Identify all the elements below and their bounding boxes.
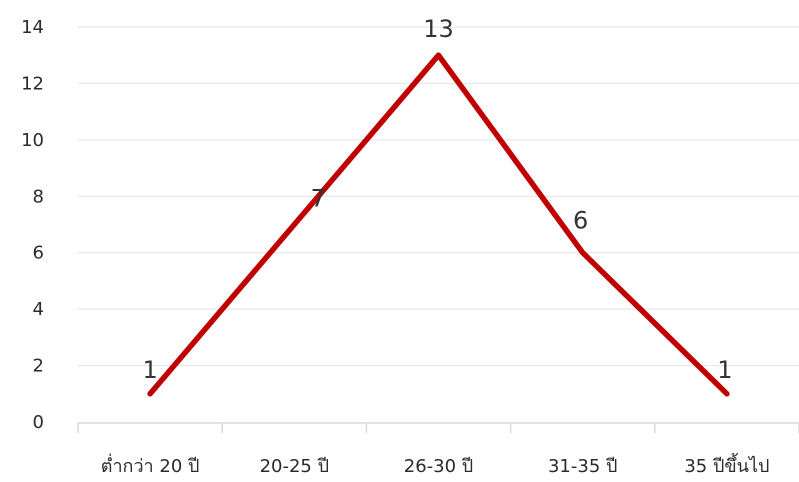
series-line xyxy=(147,52,730,397)
x-tick-label: 31-35 ปี xyxy=(548,456,617,477)
data-label: 1 xyxy=(717,356,732,384)
y-tick-label: 8 xyxy=(33,186,44,207)
data-label: 6 xyxy=(573,207,588,235)
x-tick-label: 35 ปีขึ้นไป xyxy=(684,453,769,477)
y-tick-label: 10 xyxy=(21,130,44,151)
x-tick-label: 26-30 ปี xyxy=(404,456,473,477)
x-axis: ต่ำกว่า 20 ปี 20-25 ปี 26-30 ปี 31-35 ปี 35 … xyxy=(77,422,799,477)
y-tick-label: 6 xyxy=(33,243,44,264)
y-tick-label: 2 xyxy=(33,356,44,377)
y-tick-label: 14 xyxy=(21,17,44,38)
series-layer xyxy=(147,52,730,397)
data-labels: 1 7 13 6 1 xyxy=(142,15,732,384)
x-tick-label: 20-25 ปี xyxy=(260,456,329,477)
data-label: 1 xyxy=(142,356,157,384)
data-label: 13 xyxy=(423,15,454,43)
y-tick-label: 12 xyxy=(21,73,44,94)
data-label: 7 xyxy=(311,185,326,213)
x-tick-label: ต่ำกว่า 20 ปี xyxy=(101,453,200,477)
y-axis: 0 2 4 6 8 10 12 14 xyxy=(21,17,44,433)
y-tick-label: 0 xyxy=(33,412,44,433)
y-tick-label: 4 xyxy=(33,299,44,320)
gridlines xyxy=(78,26,799,367)
